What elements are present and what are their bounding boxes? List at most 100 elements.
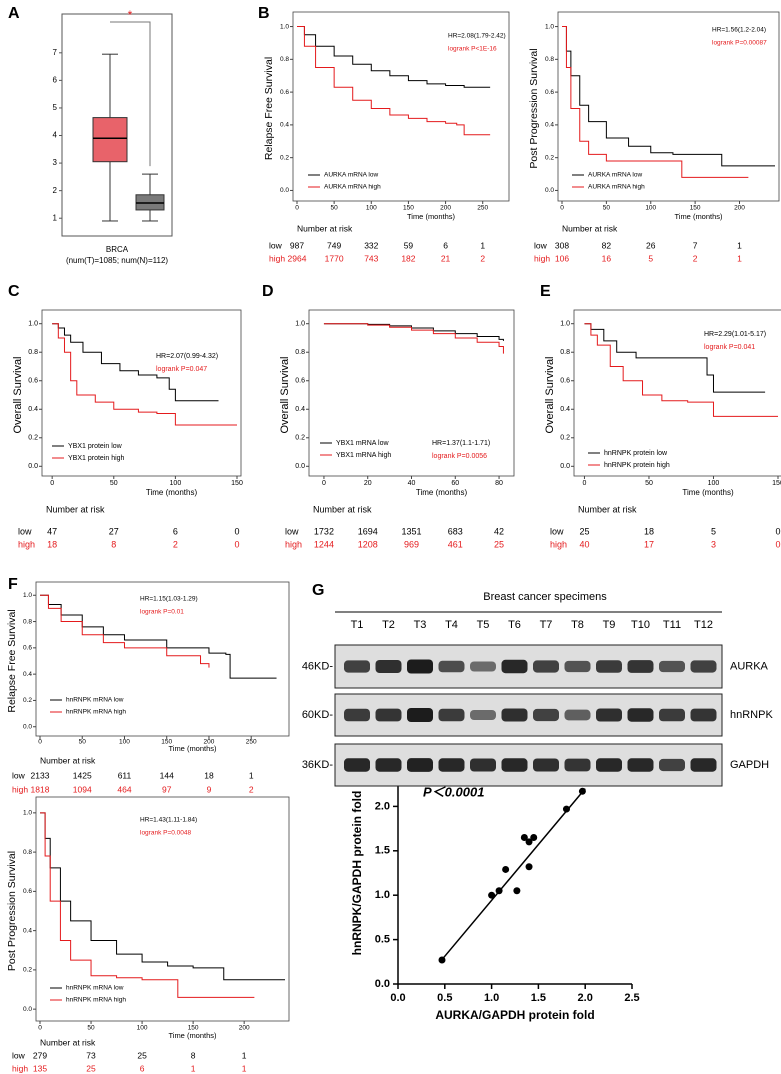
y-tick-label: 0.6 xyxy=(560,378,570,385)
blot-band xyxy=(375,659,402,674)
x-label: Time (months) xyxy=(146,488,198,497)
survival-curve xyxy=(40,812,255,998)
y-tick-label: 0.4 xyxy=(28,406,38,413)
y-tick-label: 1 xyxy=(53,213,58,222)
risk-count: 1 xyxy=(480,240,485,250)
point xyxy=(488,891,496,899)
y-tick-label: 0.0 xyxy=(545,187,554,194)
risk-row-label: high xyxy=(18,539,35,549)
x-tick-label: 200 xyxy=(440,205,451,212)
risk-count: 1244 xyxy=(314,539,334,549)
x-tick-label: 100 xyxy=(170,480,182,487)
plot-frame xyxy=(61,13,173,237)
lane-label: T11 xyxy=(663,619,681,631)
panel-letter: A xyxy=(8,5,20,22)
risk-count: 1694 xyxy=(358,526,378,536)
plot-frame xyxy=(35,581,290,737)
x-tick-label: 150 xyxy=(690,205,701,212)
y-tick-label: 1.0 xyxy=(295,321,305,328)
risk-count: 0 xyxy=(234,526,239,536)
blot-band xyxy=(438,708,465,722)
x-tick-label: 200 xyxy=(734,205,745,212)
y-tick-label: 0.8 xyxy=(545,56,554,63)
x-tick-label: 250 xyxy=(477,205,488,212)
risk-count: 6 xyxy=(140,1063,145,1073)
survival-curve xyxy=(584,323,778,417)
blot-band xyxy=(659,758,685,772)
point xyxy=(520,833,528,841)
x-tick-label: 50 xyxy=(645,480,653,487)
survival-curve xyxy=(40,594,277,679)
risk-title: Number at risk xyxy=(578,504,637,514)
x-label: BRCA xyxy=(106,245,129,254)
lane-label: T10 xyxy=(631,619,650,631)
y-tick-label: 5 xyxy=(53,103,58,112)
y-tick-label: 0.2 xyxy=(295,435,305,442)
y-tick-label: 0.6 xyxy=(545,89,554,96)
risk-count: 969 xyxy=(404,539,419,549)
blot-band xyxy=(438,758,465,772)
legend-label: hnRNPK protein low xyxy=(604,450,668,457)
risk-row-label: high xyxy=(12,784,28,794)
blot-band xyxy=(564,758,591,772)
risk-count: 2964 xyxy=(288,253,307,263)
y-tick-label: 0.4 xyxy=(545,122,554,129)
legend-label: YBX1 mRNA high xyxy=(336,452,391,459)
x-tick-label: 0 xyxy=(50,480,54,487)
risk-count: 1732 xyxy=(314,526,334,536)
x-tick-label: 60 xyxy=(451,480,459,487)
y-tick-label: 0.0 xyxy=(23,723,32,730)
x-tick-label: 50 xyxy=(603,205,611,212)
point xyxy=(438,956,446,964)
y-tick-label: 1.5 xyxy=(375,845,390,857)
panel-letter: F xyxy=(8,576,18,593)
y-tick-label: 0.8 xyxy=(23,618,32,625)
plot-frame xyxy=(292,11,510,202)
blot-band xyxy=(407,758,433,772)
risk-count: 16 xyxy=(602,253,612,263)
blot-band xyxy=(596,758,622,772)
legend-label: hnRNPK mRNA high xyxy=(66,997,126,1004)
risk-count: 7 xyxy=(693,240,698,250)
x-tick-label: 50 xyxy=(79,739,87,746)
risk-count: 25 xyxy=(579,526,589,536)
risk-count: 2 xyxy=(693,253,698,263)
x-label: Time (months) xyxy=(682,488,734,497)
y-tick-label: 0.8 xyxy=(23,849,32,856)
x-tick-label: 0 xyxy=(38,739,42,746)
survival-curve xyxy=(562,26,749,178)
risk-count: 464 xyxy=(117,784,131,794)
risk-row-label: low xyxy=(269,240,283,250)
legend-label: YBX1 protein high xyxy=(68,455,125,462)
blot-band xyxy=(344,708,370,722)
panel-letter: D xyxy=(262,283,274,300)
risk-row-label: high xyxy=(285,539,302,549)
x-tick-label: 150 xyxy=(403,205,414,212)
risk-count: 8 xyxy=(111,539,116,549)
annotation: HR=1.15(1.03-1.29) xyxy=(140,596,198,603)
x-tick-label: 150 xyxy=(772,480,781,487)
legend-label: hnRNPK mRNA low xyxy=(66,697,124,704)
subtitle: (num(T)=1085; num(N)=112) xyxy=(66,256,168,265)
y-tick-label: 2.0 xyxy=(375,800,390,812)
point xyxy=(502,865,510,873)
annotation: logrank P=0.01 xyxy=(140,609,184,616)
x-tick-label: 100 xyxy=(366,205,377,212)
risk-count: 97 xyxy=(162,784,172,794)
x-tick-label: 100 xyxy=(137,1025,148,1032)
risk-count: 1 xyxy=(737,253,742,263)
significance-star: * xyxy=(128,8,133,22)
risk-count: 135 xyxy=(33,1063,47,1073)
y-tick-label: 0.8 xyxy=(560,349,570,356)
risk-title: Number at risk xyxy=(40,755,96,765)
annotation: HR=1.37(1.1-1.71) xyxy=(432,440,490,447)
risk-count: 47 xyxy=(47,526,57,536)
y-tick-label: 1.0 xyxy=(375,889,390,901)
x-tick-label: 20 xyxy=(364,480,372,487)
y-tick-label: 0.6 xyxy=(23,645,32,652)
blot-band xyxy=(501,758,528,772)
blot-band xyxy=(564,660,591,673)
risk-count: 1818 xyxy=(31,784,50,794)
y-tick-label: 0.0 xyxy=(295,463,305,470)
